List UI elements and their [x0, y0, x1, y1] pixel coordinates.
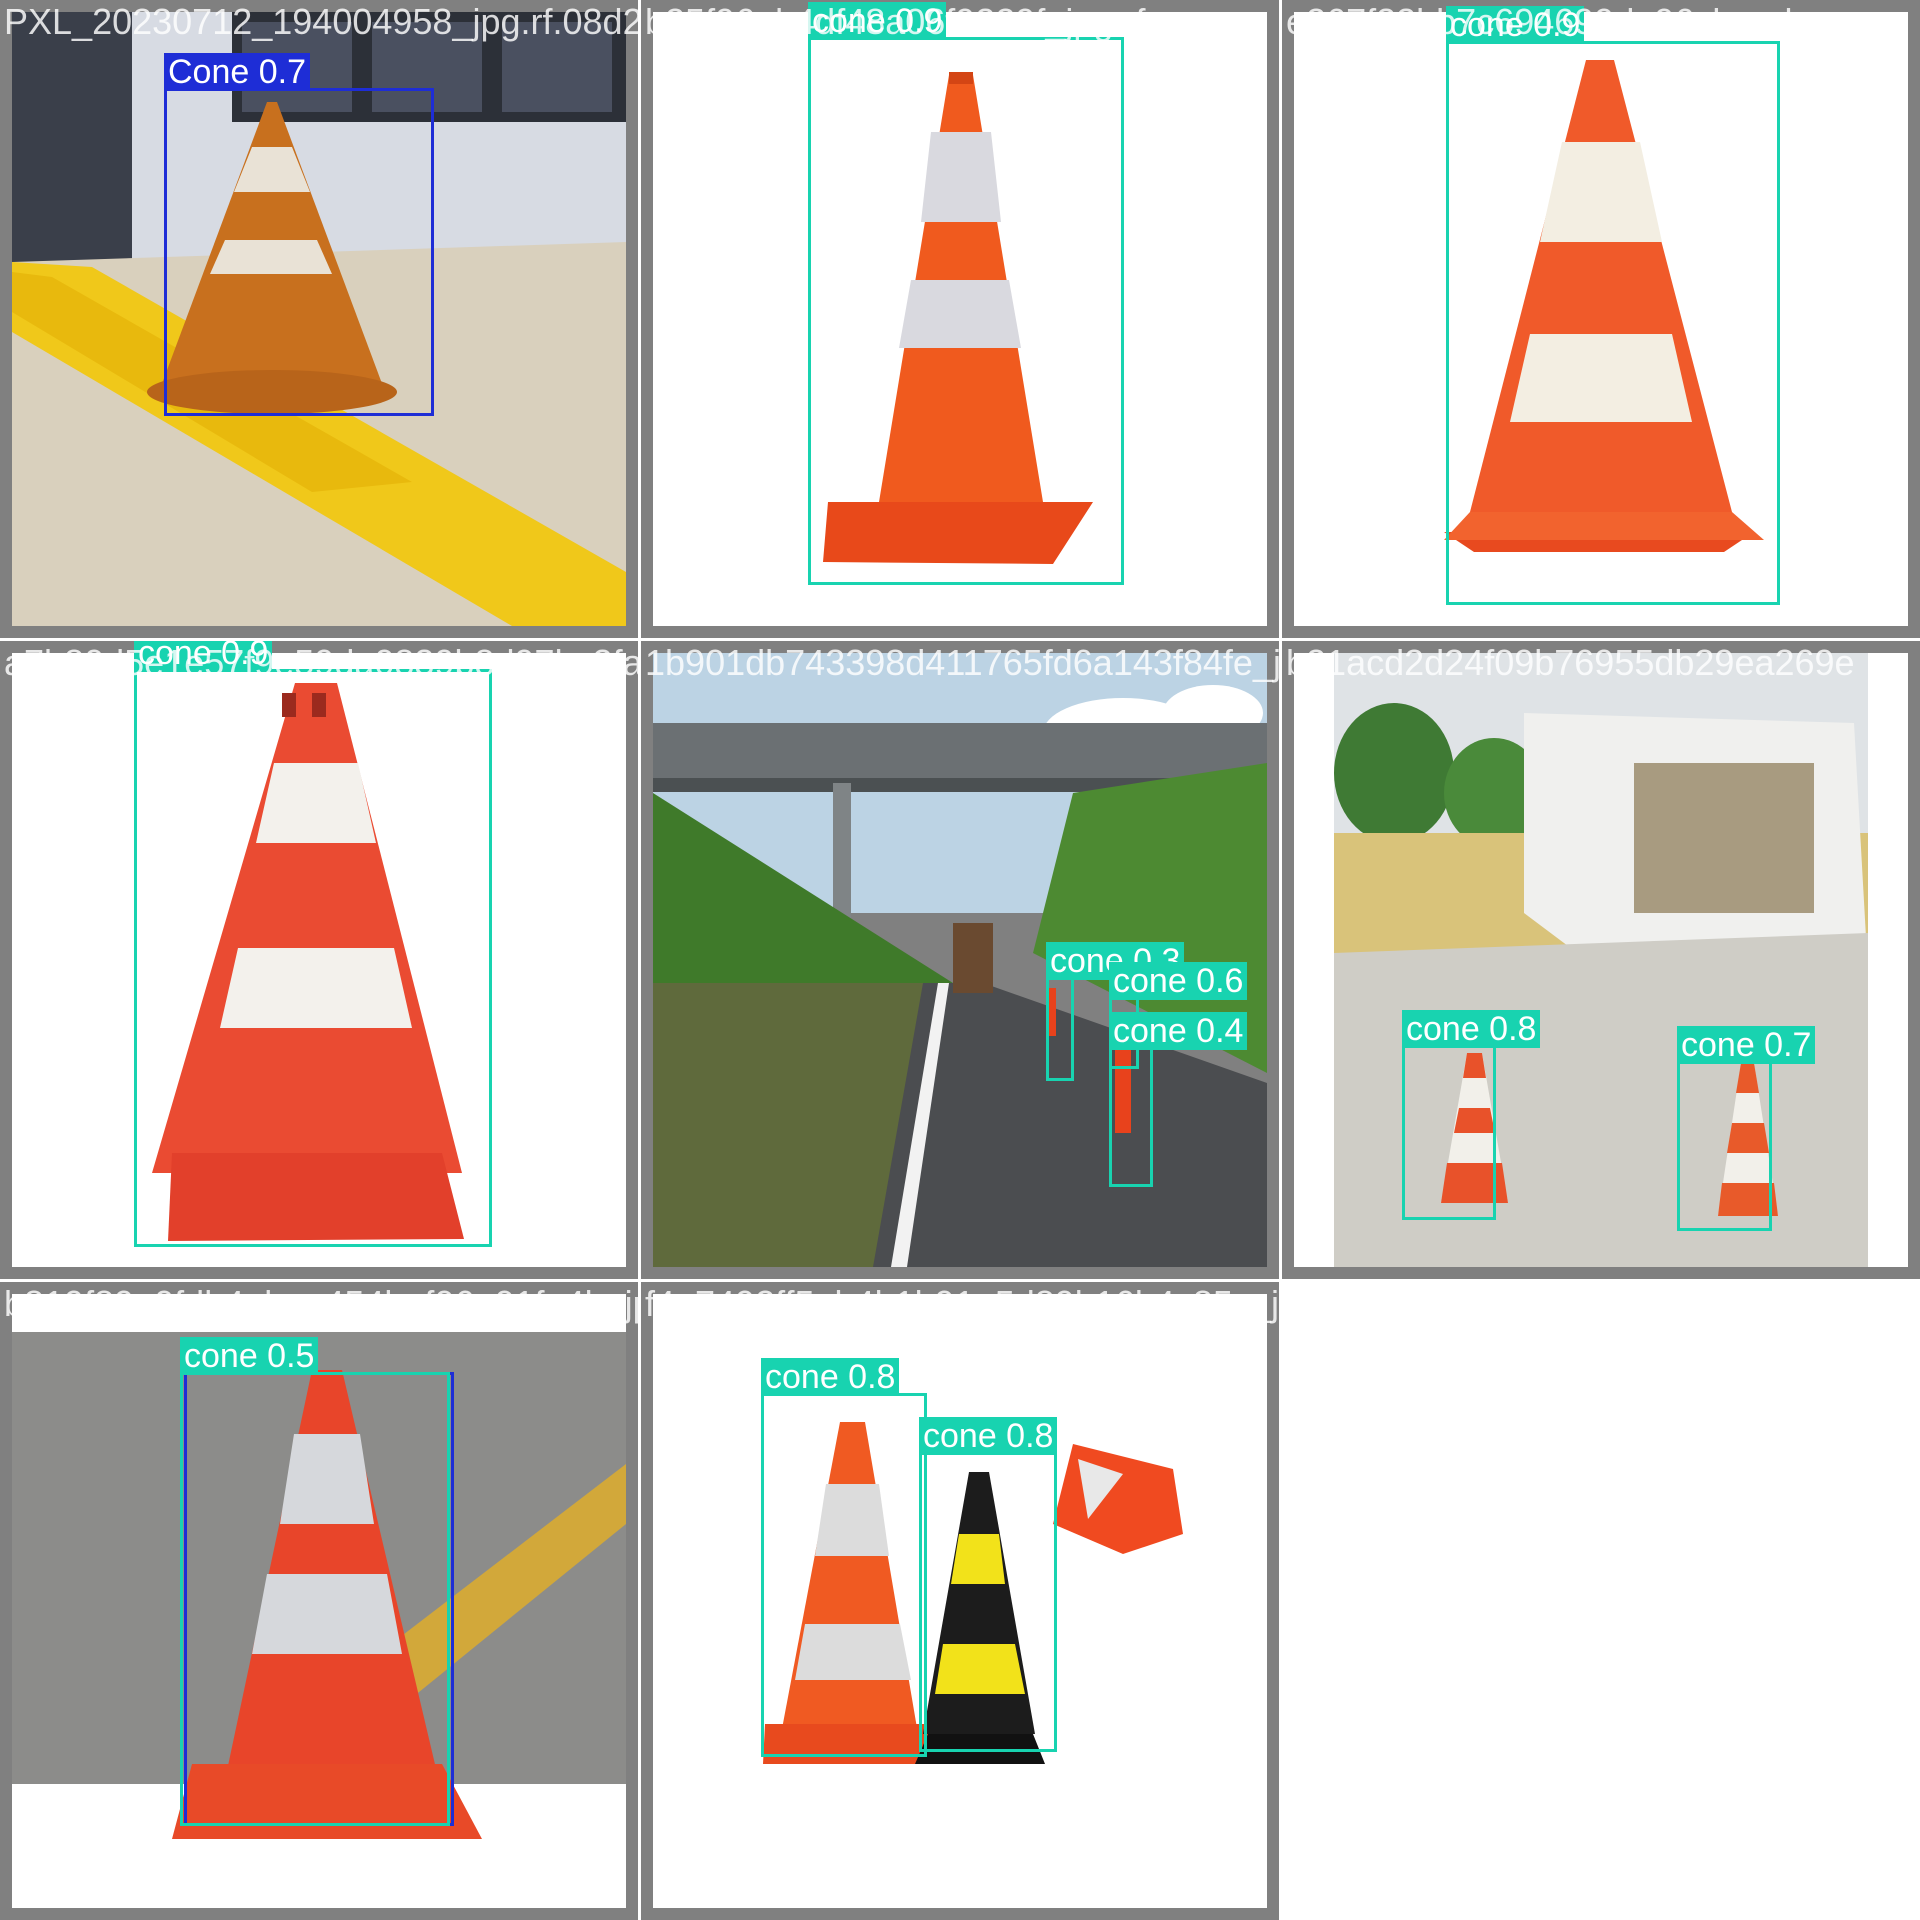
tile-5: 1b901db743398d411765fd6a143f84fe_jpg.rf.…	[641, 641, 1279, 1279]
detection-box: cone 0.3	[1046, 942, 1185, 1081]
photo-highway-scene	[653, 653, 1267, 1267]
detection-box: Cone 0.7	[164, 53, 434, 416]
tile-filename: f4e7492ff5ab4b1b91a5d89b16b4c85c_jpg.rf.	[645, 1283, 1279, 1324]
tile-filename: a7b80d5e1e57f9e59da0839b8d97bc3fa_jpg.rf…	[4, 642, 638, 683]
detection-box: cone 0.8	[761, 1358, 927, 1757]
tile-filename: e267f33bb7c694699de96cbaad	[1286, 1, 1793, 42]
detection-box: cone 0.7	[1677, 1026, 1816, 1231]
photo-reflective-cone	[653, 12, 1267, 626]
detection-label: cone 0.5	[180, 1337, 319, 1375]
tile-2: b25f96ab4df48a06f9329f_jpg.rf. cone 0.9	[641, 0, 1279, 638]
detection-box: cone 0.8	[919, 1417, 1058, 1752]
detection-box: cone 0.9	[808, 2, 1124, 585]
detection-label: cone 0.8	[919, 1417, 1058, 1455]
tile-filename: b25f96ab4df48a06f9329f_jpg.rf.	[645, 1, 1156, 42]
photo-paved-cone	[12, 1294, 626, 1908]
tile-filename: PXL_20230712_194004958_jpg.rf.08d25fc968…	[4, 1, 638, 42]
photo-white-band-cone	[12, 653, 626, 1267]
detection-label: cone 0.9	[1446, 6, 1585, 44]
tile-empty	[1282, 1282, 1920, 1920]
detection-box: cone 0.4	[1109, 1012, 1248, 1187]
detection-label: cone 0.6	[1109, 962, 1248, 1000]
photo-striped-cone	[1294, 12, 1908, 626]
tile-4: a7b80d5e1e57f9e59da0839b8d97bc3fa_jpg.rf…	[0, 641, 638, 1279]
detection-box: cone 0.8	[1402, 1010, 1541, 1220]
tile-filename: 1b901db743398d411765fd6a143f84fe_jpg.rf.	[645, 642, 1279, 683]
detection-label: cone 0.4	[1109, 1012, 1248, 1050]
detection-box: cone 0.6	[1109, 962, 1248, 1069]
tile-6: b21acd2d24f09b76955db29ea269e cone 0.8 c…	[1282, 641, 1920, 1279]
tile-1: PXL_20230712_194004958_jpg.rf.08d25fc968…	[0, 0, 638, 638]
detection-label: cone 0.8	[1402, 1010, 1541, 1048]
detection-label: cone 0.9	[808, 2, 947, 40]
tile-3: e267f33bb7c694699de96cbaad cone 0.9	[1282, 0, 1920, 638]
detection-box: cone 0.9	[134, 641, 492, 1247]
photo-van-worksite	[1294, 653, 1908, 1267]
detection-label: cone 0.7	[1677, 1026, 1816, 1064]
detection-box: cone 0.9	[1446, 6, 1780, 605]
tile-7: b819f89e0fdb4abaa454bef06a01fa4b_jpg.rf.…	[0, 1282, 638, 1920]
detection-box: cone 0.5	[180, 1337, 450, 1826]
tile-filename: b819f89e0fdb4abaa454bef06a01fa4b_jpg.rf.	[4, 1283, 638, 1324]
detection-label: Cone 0.7	[164, 53, 310, 91]
detection-label: cone 0.8	[761, 1358, 900, 1396]
tile-filename: b21acd2d24f09b76955db29ea269e	[1286, 642, 1855, 683]
detection-label: cone 0.9	[134, 641, 273, 672]
photo-two-cones	[653, 1294, 1267, 1908]
tile-8: f4e7492ff5ab4b1b91a5d89b16b4c85c_jpg.rf.…	[641, 1282, 1279, 1920]
